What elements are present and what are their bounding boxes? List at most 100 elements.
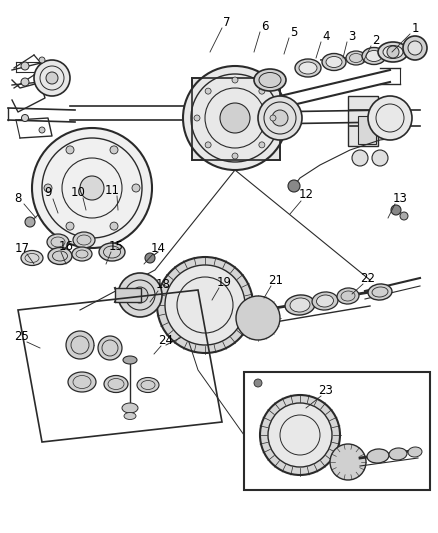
Text: 21: 21: [268, 273, 283, 287]
Ellipse shape: [137, 377, 159, 392]
Text: 24: 24: [158, 334, 173, 346]
Circle shape: [399, 212, 407, 220]
Circle shape: [231, 153, 237, 159]
Circle shape: [231, 77, 237, 83]
Bar: [347, 96, 377, 146]
Ellipse shape: [104, 376, 128, 392]
Circle shape: [259, 395, 339, 475]
Circle shape: [132, 184, 140, 192]
Text: 8: 8: [14, 191, 21, 205]
Ellipse shape: [345, 51, 365, 65]
Circle shape: [194, 115, 200, 121]
Ellipse shape: [366, 449, 388, 463]
Circle shape: [371, 150, 387, 166]
Text: 17: 17: [14, 241, 29, 254]
Text: 3: 3: [347, 29, 355, 43]
Circle shape: [329, 444, 365, 480]
Circle shape: [205, 142, 211, 148]
Ellipse shape: [361, 47, 385, 64]
Ellipse shape: [290, 298, 309, 312]
Ellipse shape: [311, 292, 337, 310]
Circle shape: [205, 88, 211, 94]
Circle shape: [44, 184, 52, 192]
Ellipse shape: [99, 243, 125, 261]
Bar: [357, 116, 375, 144]
Circle shape: [183, 66, 286, 170]
Circle shape: [46, 72, 58, 84]
Circle shape: [21, 78, 29, 86]
Circle shape: [258, 142, 264, 148]
Ellipse shape: [382, 45, 402, 59]
Circle shape: [236, 296, 279, 340]
Ellipse shape: [73, 232, 95, 248]
Circle shape: [98, 336, 122, 360]
Text: 2: 2: [371, 34, 379, 46]
Text: 22: 22: [360, 271, 374, 285]
Circle shape: [110, 146, 118, 154]
Ellipse shape: [298, 62, 316, 74]
Circle shape: [219, 103, 249, 133]
Text: 19: 19: [216, 276, 231, 288]
Ellipse shape: [124, 413, 136, 419]
Text: 10: 10: [71, 185, 85, 198]
Circle shape: [351, 150, 367, 166]
Text: 13: 13: [392, 191, 406, 205]
Circle shape: [165, 265, 244, 345]
Ellipse shape: [367, 284, 391, 300]
Circle shape: [145, 253, 155, 263]
Circle shape: [132, 287, 148, 303]
Circle shape: [287, 180, 299, 192]
Ellipse shape: [407, 447, 421, 457]
Circle shape: [39, 127, 45, 133]
Circle shape: [110, 222, 118, 230]
Ellipse shape: [72, 247, 92, 261]
Circle shape: [21, 115, 28, 122]
Ellipse shape: [365, 51, 381, 61]
Text: 6: 6: [261, 20, 268, 33]
Circle shape: [402, 36, 426, 60]
Circle shape: [258, 88, 264, 94]
Ellipse shape: [284, 295, 314, 315]
Circle shape: [66, 331, 94, 359]
Ellipse shape: [316, 295, 333, 307]
Circle shape: [386, 46, 398, 58]
Circle shape: [254, 379, 261, 387]
Ellipse shape: [388, 448, 406, 460]
Ellipse shape: [122, 403, 138, 413]
Ellipse shape: [68, 372, 96, 392]
Text: 15: 15: [108, 239, 123, 253]
Ellipse shape: [47, 234, 69, 250]
Circle shape: [157, 257, 252, 353]
Circle shape: [34, 60, 70, 96]
Text: 5: 5: [290, 26, 297, 38]
Text: 4: 4: [321, 29, 329, 43]
Ellipse shape: [325, 56, 341, 68]
Text: 25: 25: [14, 329, 29, 343]
Text: 14: 14: [150, 241, 165, 254]
Circle shape: [407, 41, 421, 55]
Circle shape: [118, 273, 162, 317]
Text: 7: 7: [223, 15, 230, 28]
Circle shape: [21, 62, 29, 70]
Ellipse shape: [254, 69, 285, 91]
Circle shape: [32, 128, 152, 248]
Ellipse shape: [21, 251, 43, 265]
Bar: [191, 78, 279, 160]
Text: 16: 16: [58, 239, 73, 253]
Text: 9: 9: [44, 187, 52, 199]
Text: 18: 18: [155, 279, 170, 292]
Ellipse shape: [377, 42, 407, 62]
Bar: [115, 288, 141, 302]
Text: 12: 12: [298, 189, 313, 201]
Circle shape: [80, 176, 104, 200]
Circle shape: [272, 110, 287, 126]
Circle shape: [390, 205, 400, 215]
Ellipse shape: [321, 53, 345, 70]
Text: 1: 1: [410, 21, 418, 35]
Text: 11: 11: [104, 183, 119, 197]
Circle shape: [66, 222, 74, 230]
Ellipse shape: [48, 247, 72, 264]
Ellipse shape: [294, 59, 320, 77]
Ellipse shape: [123, 356, 137, 364]
Circle shape: [258, 96, 301, 140]
